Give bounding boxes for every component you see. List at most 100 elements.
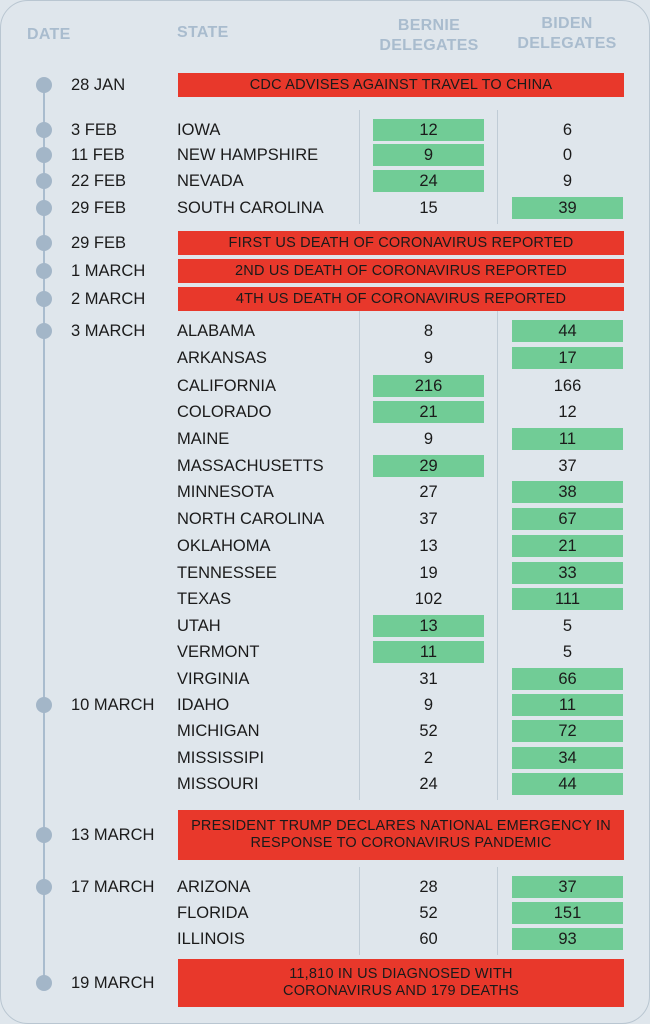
biden-delegates-value: 72 — [512, 720, 623, 742]
column-separator — [359, 867, 360, 955]
header-biden-delegates: BIDEN DELEGATES — [517, 15, 617, 52]
state-name: NEW HAMPSHIRE — [177, 146, 319, 164]
state-name: MICHIGAN — [177, 722, 260, 740]
state-name: IDAHO — [177, 696, 230, 714]
bernie-delegates-value: 24 — [373, 170, 484, 192]
bernie-delegates-value: 15 — [419, 199, 438, 217]
date-label: 3 FEB — [71, 121, 117, 139]
biden-delegates-value: 37 — [512, 876, 623, 898]
bernie-delegates-value: 9 — [423, 430, 434, 448]
biden-delegates-value: 66 — [512, 668, 623, 690]
event-bar: 11,810 IN US DIAGNOSED WITH CORONAVIRUS … — [178, 959, 624, 1007]
state-name: NORTH CAROLINA — [177, 510, 325, 528]
date-label: 11 FEB — [71, 146, 125, 164]
date-label: 29 FEB — [71, 199, 127, 217]
biden-delegates-value: 34 — [512, 747, 623, 769]
state-name: ARKANSAS — [177, 349, 267, 367]
bernie-delegates-value: 52 — [419, 904, 438, 922]
biden-delegates-value: 93 — [512, 928, 623, 950]
state-name: SOUTH CAROLINA — [177, 199, 324, 217]
state-name: MINNESOTA — [177, 483, 274, 501]
bernie-delegates-value: 11 — [373, 641, 484, 663]
date-label: 22 FEB — [71, 172, 127, 190]
column-separator — [359, 311, 360, 800]
timeline-dot — [36, 827, 52, 843]
biden-delegates-value: 33 — [512, 562, 623, 584]
state-name: COLORADO — [177, 403, 272, 421]
state-name: OKLAHOMA — [177, 537, 271, 555]
state-name: MASSACHUSETTS — [177, 457, 324, 475]
timeline-dot — [36, 122, 52, 138]
state-name: UTAH — [177, 617, 221, 635]
timeline-dot — [36, 235, 52, 251]
biden-delegates-value: 44 — [512, 320, 623, 342]
bernie-delegates-value: 9 — [373, 144, 484, 166]
date-label: 3 MARCH — [71, 322, 146, 340]
bernie-delegates-value: 60 — [419, 930, 438, 948]
bernie-delegates-value: 2 — [423, 749, 434, 767]
bernie-delegates-value: 19 — [419, 564, 438, 582]
state-name: MISSOURI — [177, 775, 259, 793]
timeline-line — [43, 89, 45, 985]
bernie-delegates-value: 9 — [423, 696, 434, 714]
biden-delegates-value: 11 — [512, 428, 623, 450]
bernie-delegates-value: 9 — [423, 349, 434, 367]
biden-delegates-value: 44 — [512, 773, 623, 795]
event-bar: PRESIDENT TRUMP DECLARES NATIONAL EMERGE… — [178, 810, 624, 860]
header-bernie-delegates: BERNIE DELEGATES — [379, 17, 479, 54]
bernie-delegates-value: 13 — [419, 537, 438, 555]
biden-delegates-value: 6 — [562, 121, 573, 139]
state-name: TENNESSEE — [177, 564, 277, 582]
date-label: 1 MARCH — [71, 262, 146, 280]
timeline-dot — [36, 263, 52, 279]
state-name: VIRGINIA — [177, 670, 250, 688]
bernie-delegates-value: 12 — [373, 119, 484, 141]
bernie-delegates-value: 52 — [419, 722, 438, 740]
state-name: ILLINOIS — [177, 930, 245, 948]
biden-delegates-value: 39 — [512, 197, 623, 219]
timeline-dot — [36, 173, 52, 189]
date-label: 28 JAN — [71, 76, 126, 94]
state-name: MAINE — [177, 430, 230, 448]
event-bar: CDC ADVISES AGAINST TRAVEL TO CHINA — [178, 73, 624, 97]
biden-delegates-value: 9 — [562, 172, 573, 190]
timeline-dot — [36, 975, 52, 991]
timeline-dot — [36, 323, 52, 339]
column-separator — [497, 867, 498, 955]
timeline-dot — [36, 147, 52, 163]
timeline-dot — [36, 879, 52, 895]
biden-delegates-value: 67 — [512, 508, 623, 530]
date-label: 2 MARCH — [71, 290, 146, 308]
event-bar: 4TH US DEATH OF CORONAVIRUS REPORTED — [178, 287, 624, 311]
biden-delegates-value: 166 — [553, 377, 582, 395]
date-label: 29 FEB — [71, 234, 127, 252]
column-separator — [359, 110, 360, 224]
timeline-dot — [36, 291, 52, 307]
timeline-dot — [36, 77, 52, 93]
state-name: FLORIDA — [177, 904, 249, 922]
bernie-delegates-value: 216 — [373, 375, 484, 397]
date-label: 17 MARCH — [71, 878, 155, 896]
biden-delegates-value: 5 — [562, 617, 573, 635]
header-date: DATE — [27, 26, 71, 43]
state-name: ARIZONA — [177, 878, 251, 896]
date-label: 10 MARCH — [71, 696, 155, 714]
bernie-delegates-value: 13 — [373, 615, 484, 637]
biden-delegates-value: 21 — [512, 535, 623, 557]
biden-delegates-value: 0 — [562, 146, 573, 164]
event-bar: FIRST US DEATH OF CORONAVIRUS REPORTED — [178, 231, 624, 255]
event-bar: 2ND US DEATH OF CORONAVIRUS REPORTED — [178, 259, 624, 283]
column-separator — [497, 110, 498, 224]
bernie-delegates-value: 8 — [423, 322, 434, 340]
biden-delegates-value: 12 — [558, 403, 577, 421]
biden-delegates-value: 11 — [512, 694, 623, 716]
state-name: MISSISSIPI — [177, 749, 265, 767]
biden-delegates-value: 17 — [512, 347, 623, 369]
state-name: NEVADA — [177, 172, 244, 190]
timeline-dot — [36, 697, 52, 713]
biden-delegates-value: 5 — [562, 643, 573, 661]
biden-delegates-value: 111 — [512, 588, 623, 610]
state-name: VERMONT — [177, 643, 260, 661]
bernie-delegates-value: 102 — [414, 590, 443, 608]
